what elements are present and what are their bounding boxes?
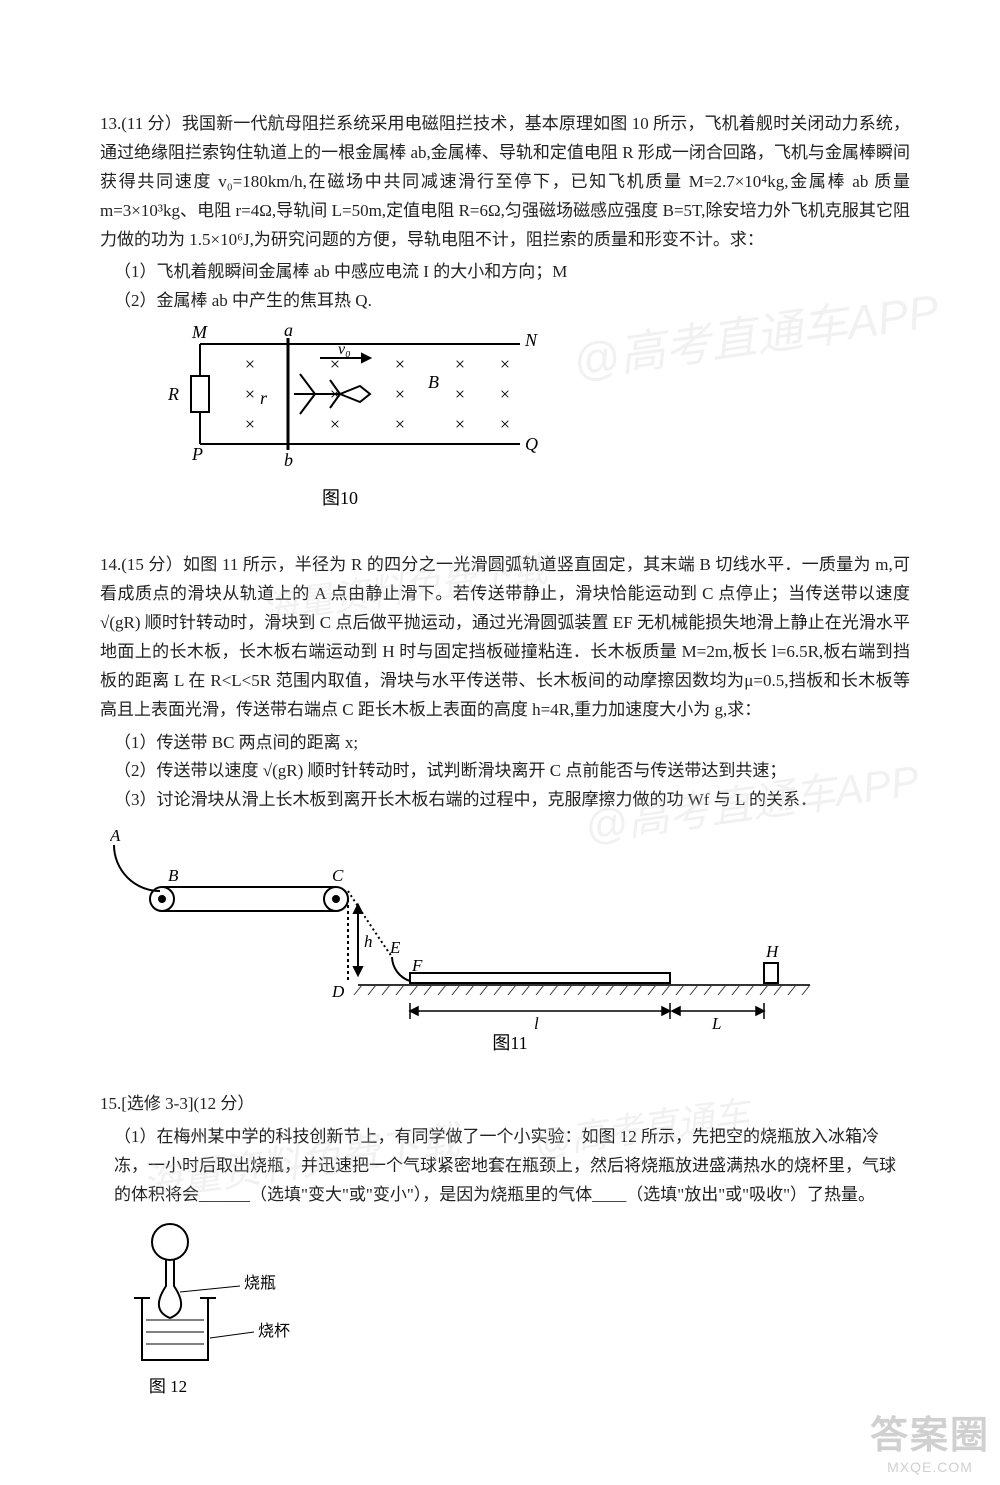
- q13-sub1: （1）飞机着舰瞬间金属棒 ab 中感应电流 I 的大小和方向；M: [100, 258, 910, 287]
- svg-text:×: ×: [500, 414, 510, 434]
- svg-text:×: ×: [500, 354, 510, 374]
- label-v0: v₀: [338, 341, 351, 358]
- q15-sub1: （1）在梅州某中学的科技创新节上，有同学做了一个小实验：如图 12 所示，先把空…: [100, 1123, 910, 1210]
- figure-10-svg: ××× ××× ××× ××× ××× M N: [160, 326, 540, 516]
- label-flask: 烧瓶: [244, 1274, 276, 1292]
- q14-sub3: （3）讨论滑块从滑上长木板到离开长木板右端的过程中，克服摩擦力做的功 Wf 与 …: [100, 786, 910, 815]
- corner-small: MXQE.COM: [870, 1459, 990, 1475]
- svg-text:×: ×: [245, 384, 255, 404]
- figure-11: A B C D E F H h l L 图11: [110, 825, 910, 1060]
- label-M: M: [191, 326, 208, 342]
- corner-big: 答案圈: [870, 1404, 990, 1459]
- figure-10: ××× ××× ××× ××× ××× M N: [160, 326, 910, 521]
- figure-12-svg: 烧瓶 烧杯 图 12: [120, 1220, 320, 1410]
- label-P: P: [191, 444, 203, 464]
- label-E: E: [389, 938, 401, 957]
- exam-page: @高考直通车APP 海量资料免费下载 @高考直通车APP 海量资料免费下载 @高…: [0, 0, 1000, 1485]
- label-R: R: [167, 384, 179, 404]
- svg-text:×: ×: [455, 414, 465, 434]
- q15-header: 15.[选修 3-3](12 分）: [100, 1090, 910, 1119]
- label-Q: Q: [525, 434, 538, 454]
- q14-text: 14.(15 分）如图 11 所示，半径为 R 的四分之一光滑圆弧轨道竖直固定，…: [100, 551, 910, 724]
- q14-sub2: （2）传送带以速度 √(gR) 顺时针转动时，试判断滑块离开 C 点前能否与传送…: [100, 757, 910, 786]
- figure-12-caption: 图 12: [149, 1377, 187, 1396]
- corner-logo: 答案圈 MXQE.COM: [870, 1404, 990, 1475]
- label-l: l: [534, 1014, 539, 1033]
- svg-text:×: ×: [455, 354, 465, 374]
- q14-sub1: （1）传送带 BC 两点间的距离 x;: [100, 729, 910, 758]
- label-L: L: [711, 1014, 721, 1033]
- label-h: h: [364, 932, 373, 951]
- label-B: B: [168, 866, 179, 885]
- svg-text:×: ×: [330, 414, 340, 434]
- figure-10-caption: 图10: [322, 488, 358, 508]
- label-A: A: [110, 826, 121, 845]
- label-B: B: [428, 372, 439, 392]
- svg-text:×: ×: [395, 384, 405, 404]
- label-r: r: [260, 388, 268, 408]
- label-F: F: [411, 956, 423, 975]
- label-D: D: [331, 982, 345, 1001]
- label-C: C: [332, 866, 344, 885]
- figure-11-svg: A B C D E F H h l L 图11: [110, 825, 850, 1055]
- svg-text:×: ×: [245, 354, 255, 374]
- label-beaker: 烧杯: [258, 1322, 290, 1340]
- svg-text:×: ×: [395, 414, 405, 434]
- label-N: N: [524, 330, 538, 350]
- svg-text:×: ×: [455, 384, 465, 404]
- svg-text:×: ×: [245, 414, 255, 434]
- label-H: H: [765, 942, 780, 961]
- figure-12: 烧瓶 烧杯 图 12: [120, 1220, 910, 1415]
- q13-sub2: （2）金属棒 ab 中产生的焦耳热 Q.: [100, 287, 910, 316]
- q13-text: 13.(11 分）我国新一代航母阻拦系统采用电磁阻拦技术，基本原理如图 10 所…: [100, 110, 910, 254]
- svg-text:×: ×: [500, 384, 510, 404]
- label-b: b: [284, 450, 293, 470]
- label-a: a: [284, 326, 293, 340]
- svg-text:×: ×: [395, 354, 405, 374]
- figure-11-caption: 图11: [492, 1033, 527, 1053]
